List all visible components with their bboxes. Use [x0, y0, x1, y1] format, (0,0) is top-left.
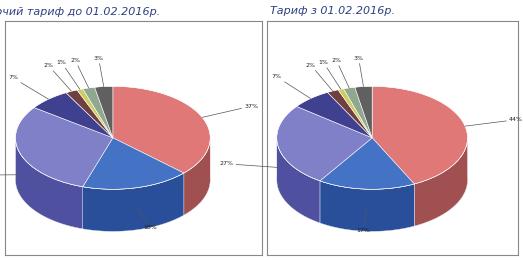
Polygon shape — [327, 90, 372, 138]
Polygon shape — [372, 86, 468, 184]
Text: 7%: 7% — [8, 75, 49, 99]
Polygon shape — [414, 138, 468, 226]
Polygon shape — [277, 138, 320, 223]
Polygon shape — [320, 181, 414, 231]
Text: 37%: 37% — [202, 103, 258, 117]
Text: 2%: 2% — [70, 58, 88, 88]
Text: 3%: 3% — [354, 56, 363, 87]
Text: 30%: 30% — [0, 173, 20, 178]
Text: 1%: 1% — [319, 60, 341, 89]
Polygon shape — [16, 138, 83, 229]
Text: 2%: 2% — [43, 63, 72, 91]
Polygon shape — [338, 89, 372, 138]
Polygon shape — [16, 108, 113, 187]
Text: 44%: 44% — [465, 117, 523, 126]
Ellipse shape — [277, 128, 468, 231]
Text: 2%: 2% — [332, 58, 349, 88]
Text: Діючий тариф до 01.02.2016р.: Діючий тариф до 01.02.2016р. — [0, 6, 160, 17]
Polygon shape — [77, 89, 113, 138]
Polygon shape — [113, 86, 210, 173]
Polygon shape — [344, 87, 372, 138]
Text: 18%: 18% — [137, 209, 157, 230]
Text: 1%: 1% — [57, 60, 80, 89]
Polygon shape — [184, 138, 210, 215]
Polygon shape — [83, 173, 184, 231]
Text: Тариф з 01.02.2016р.: Тариф з 01.02.2016р. — [269, 6, 395, 16]
Text: 3%: 3% — [94, 56, 104, 87]
Polygon shape — [297, 92, 372, 138]
Polygon shape — [66, 90, 113, 138]
Polygon shape — [83, 87, 113, 138]
Polygon shape — [34, 93, 113, 138]
Polygon shape — [320, 138, 414, 189]
Text: 27%: 27% — [219, 161, 278, 167]
Text: 17%: 17% — [356, 210, 370, 233]
Polygon shape — [355, 86, 372, 138]
Text: 7%: 7% — [272, 74, 311, 99]
Text: 2%: 2% — [306, 63, 333, 91]
Polygon shape — [277, 106, 372, 181]
Polygon shape — [83, 138, 184, 189]
Polygon shape — [95, 86, 113, 138]
Ellipse shape — [16, 128, 210, 231]
